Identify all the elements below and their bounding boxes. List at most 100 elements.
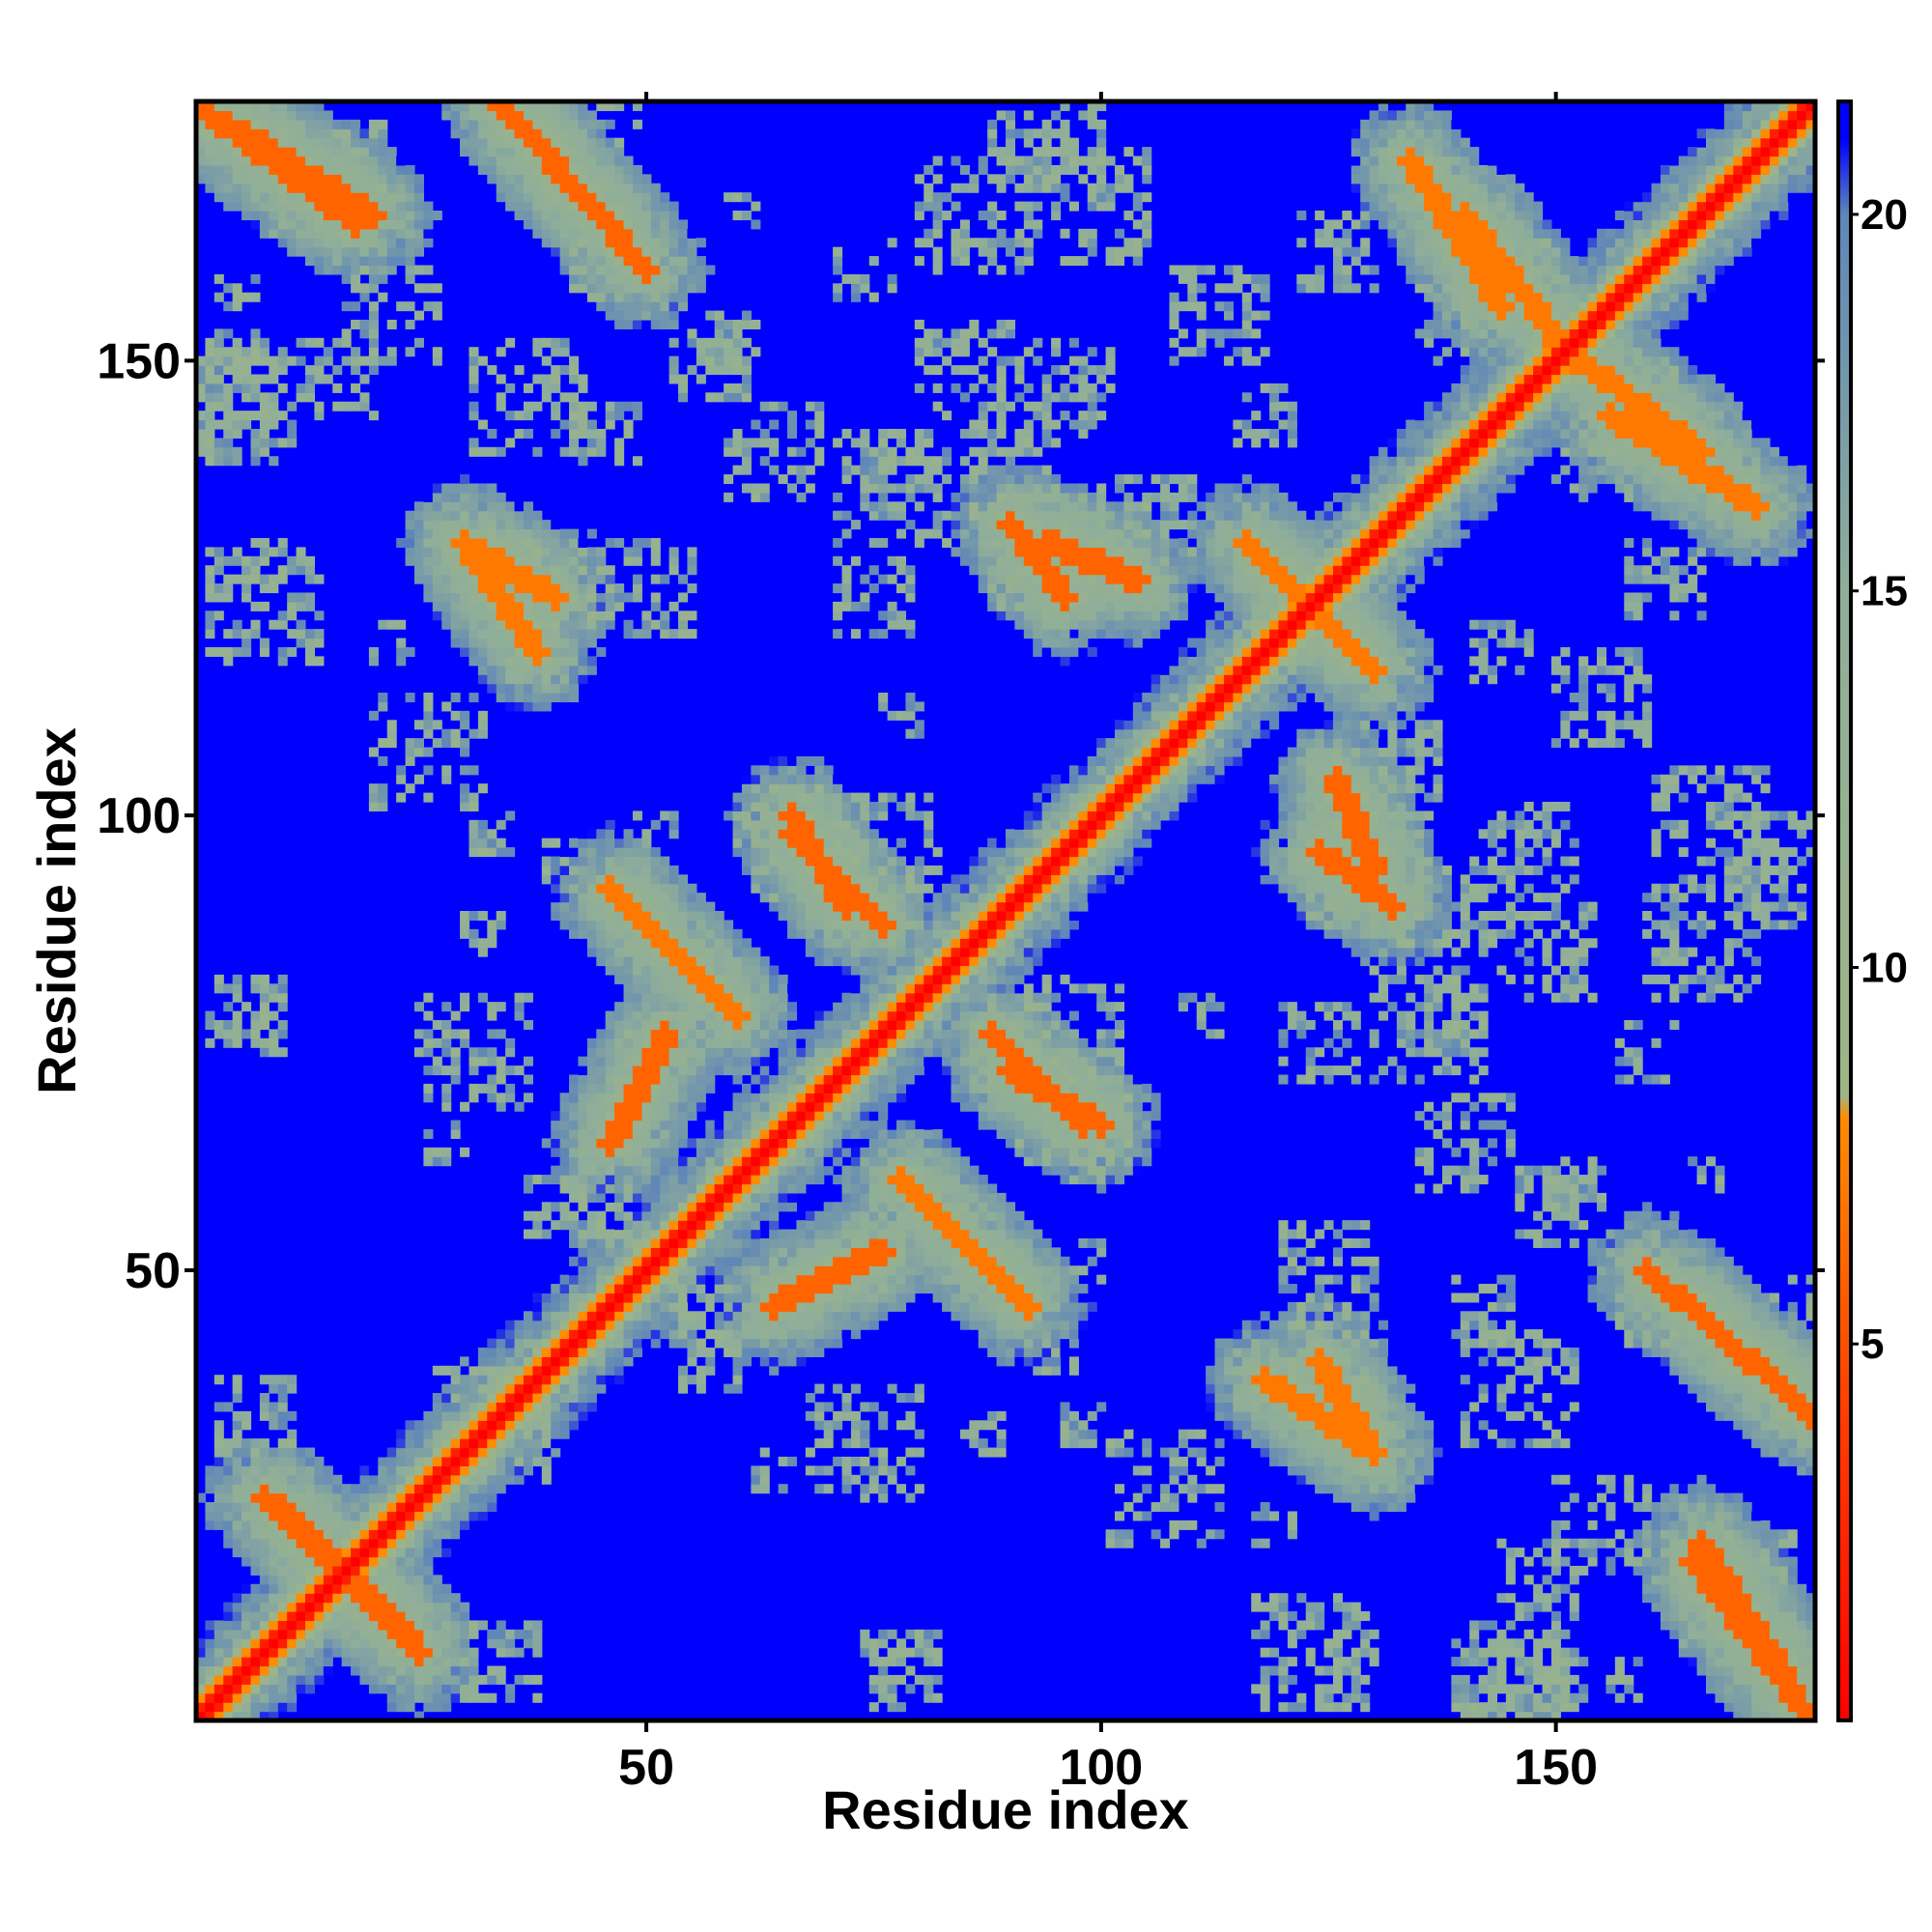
heatmap-cell xyxy=(259,1447,270,1458)
heatmap-cell xyxy=(660,1311,670,1321)
heatmap-cell xyxy=(277,656,288,667)
heatmap-cell xyxy=(678,1074,689,1085)
heatmap-cell xyxy=(605,156,615,166)
heatmap-cell xyxy=(551,565,561,576)
heatmap-cell xyxy=(277,1593,288,1604)
heatmap-cell xyxy=(605,1019,615,1031)
heatmap-cell xyxy=(724,1274,734,1285)
heatmap-cell xyxy=(532,1620,543,1631)
heatmap-cell xyxy=(541,592,552,603)
heatmap-cell xyxy=(378,701,388,712)
heatmap-cell xyxy=(541,1284,552,1294)
heatmap-cell xyxy=(586,256,597,267)
heatmap-cell xyxy=(223,183,234,193)
heatmap-cell xyxy=(296,1674,306,1685)
heatmap-cell xyxy=(541,1293,552,1303)
heatmap-cell xyxy=(341,355,352,366)
heatmap-cell xyxy=(341,137,352,148)
heatmap-cell xyxy=(405,1520,415,1530)
heatmap-cell xyxy=(269,355,279,366)
heatmap-cell xyxy=(205,438,215,448)
heatmap-cell xyxy=(441,1529,452,1540)
heatmap-cell xyxy=(724,1284,734,1294)
heatmap-cell xyxy=(687,992,697,1003)
heatmap-cell xyxy=(450,1393,461,1404)
heatmap-cell xyxy=(332,1565,343,1576)
heatmap-cell xyxy=(850,901,861,912)
heatmap-cell xyxy=(759,1247,770,1258)
heatmap-cell xyxy=(277,183,288,193)
heatmap-cell xyxy=(559,156,570,166)
heatmap-cell xyxy=(860,1037,870,1048)
heatmap-cell xyxy=(623,1019,634,1031)
heatmap-cell xyxy=(578,1383,588,1394)
heatmap-cell xyxy=(341,246,352,257)
heatmap-cell xyxy=(277,1520,288,1530)
heatmap-cell xyxy=(787,1456,798,1466)
heatmap-cell xyxy=(696,1138,706,1149)
heatmap-cell xyxy=(359,328,370,339)
heatmap-cell xyxy=(341,256,352,267)
heatmap-cell xyxy=(814,1274,825,1285)
heatmap-cell xyxy=(787,1247,798,1258)
heatmap-cell xyxy=(368,256,379,267)
heatmap-cell xyxy=(441,1410,452,1421)
heatmap-cell xyxy=(696,1019,706,1031)
heatmap-cell xyxy=(532,1456,543,1466)
heatmap-cell xyxy=(660,938,670,949)
heatmap-cell xyxy=(751,856,761,867)
heatmap-cell xyxy=(751,483,761,494)
heatmap-cell xyxy=(759,1074,770,1085)
heatmap-cell xyxy=(551,174,561,185)
heatmap-cell xyxy=(660,228,670,239)
heatmap-cell xyxy=(559,101,570,112)
heatmap-cell xyxy=(296,383,306,393)
heatmap-cell xyxy=(605,119,615,129)
heatmap-cell xyxy=(405,347,415,357)
heatmap-cell xyxy=(496,1074,506,1085)
heatmap-cell xyxy=(833,1093,843,1103)
heatmap-cell xyxy=(596,1083,607,1094)
heatmap-cell xyxy=(505,656,516,667)
heatmap-cell xyxy=(523,1375,533,1385)
heatmap-cell xyxy=(323,1511,333,1521)
heatmap-cell xyxy=(678,1083,689,1094)
heatmap-cell xyxy=(805,883,815,894)
heatmap-cell xyxy=(532,210,543,221)
heatmap-cell xyxy=(732,365,743,376)
heatmap-cell xyxy=(213,1520,224,1530)
heatmap-cell xyxy=(250,110,261,121)
heatmap-cell xyxy=(341,1565,352,1576)
heatmap-cell xyxy=(596,1375,607,1385)
heatmap-cell xyxy=(559,238,570,248)
heatmap-cell xyxy=(213,1438,224,1449)
heatmap-cell xyxy=(368,646,379,657)
heatmap-cell xyxy=(841,1111,852,1122)
heatmap-cell xyxy=(668,992,679,1003)
heatmap-cell xyxy=(496,1383,506,1394)
heatmap-cell xyxy=(223,656,234,667)
heatmap-cell xyxy=(487,156,497,166)
heatmap-cell xyxy=(751,1329,761,1340)
heatmap-cell xyxy=(769,1111,780,1122)
heatmap-cell xyxy=(304,137,316,148)
heatmap-cell xyxy=(496,1629,506,1639)
heatmap-cell xyxy=(304,119,316,129)
heatmap-cell xyxy=(605,928,615,939)
heatmap-cell xyxy=(213,273,224,284)
heatmap-cell xyxy=(250,219,261,230)
heatmap-cell xyxy=(850,1165,861,1176)
heatmap-cell xyxy=(578,1128,588,1139)
heatmap-cell xyxy=(724,1256,734,1266)
heatmap-cell xyxy=(732,1138,743,1149)
heatmap-cell xyxy=(441,1620,452,1631)
heatmap-cell xyxy=(314,1583,325,1594)
heatmap-cell xyxy=(196,419,207,430)
heatmap-cell xyxy=(396,1465,407,1476)
heatmap-cell xyxy=(833,911,843,922)
heatmap-cell xyxy=(205,164,215,175)
heatmap-cell xyxy=(696,947,706,957)
heatmap-cell xyxy=(523,592,533,603)
heatmap-cell xyxy=(769,1120,780,1130)
heatmap-cell xyxy=(596,101,607,112)
